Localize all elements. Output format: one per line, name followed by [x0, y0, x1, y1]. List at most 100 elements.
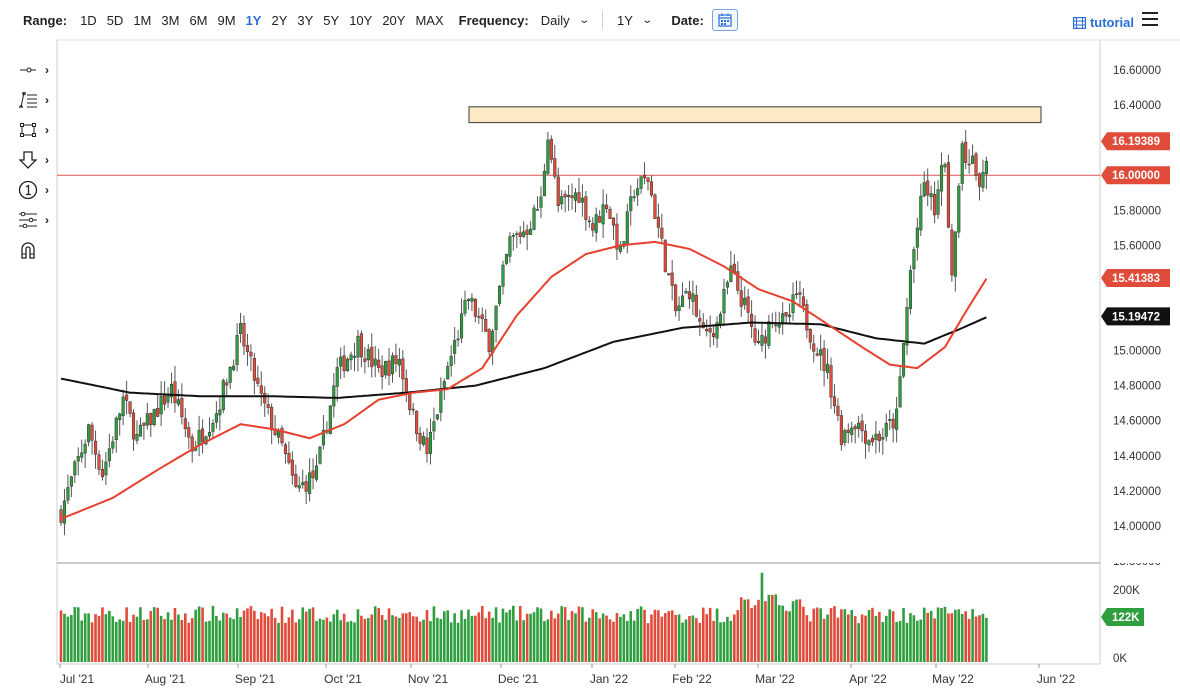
volume-bar [947, 613, 950, 662]
range-max[interactable]: MAX [411, 13, 447, 28]
candle-body [929, 193, 933, 198]
range-1m[interactable]: 1M [129, 13, 155, 28]
ma-fast-line [60, 240, 988, 520]
tutorial-link[interactable]: tutorial [1072, 15, 1134, 30]
candle-body [235, 335, 239, 365]
magnet-icon [21, 242, 35, 259]
volume-bar [356, 609, 360, 662]
candle-body [411, 408, 415, 411]
volume-bar [943, 606, 947, 662]
tool-indicators[interactable]: › [0, 205, 55, 235]
volume-bar [460, 610, 463, 662]
candle-body [670, 272, 674, 286]
volume-bar [698, 622, 702, 662]
volume-bar [208, 620, 211, 662]
candle-body [211, 422, 215, 432]
volume-bar [867, 609, 871, 662]
volume-bar [498, 622, 501, 662]
range-9m[interactable]: 9M [214, 13, 240, 28]
volume-bar [902, 608, 905, 662]
candle-body [546, 139, 550, 174]
candle-body [788, 314, 792, 318]
tool-crosshair[interactable]: › [0, 55, 55, 85]
tool-arrow[interactable]: › [0, 145, 55, 175]
candle-body [349, 354, 353, 361]
candle-body [777, 324, 781, 328]
range-1d[interactable]: 1D [76, 13, 101, 28]
range-5y[interactable]: 5Y [319, 13, 343, 28]
y-tick-label: 14.00000 [1113, 521, 1161, 533]
volume-bar [370, 614, 374, 662]
x-tick-label: Jul '21 [60, 672, 95, 686]
range-2y[interactable]: 2Y [267, 13, 291, 28]
candle-body [156, 407, 160, 417]
range-1y[interactable]: 1Y [242, 13, 266, 28]
volume-bar [76, 607, 80, 662]
volume-bar [242, 610, 246, 662]
range-10y[interactable]: 10Y [345, 13, 376, 28]
volume-bar [843, 609, 847, 662]
candle-body [556, 176, 560, 207]
candle-body [639, 176, 643, 189]
candle-body [743, 297, 747, 305]
volume-bar [681, 622, 684, 662]
volume-bar [836, 617, 840, 662]
volume-bar [456, 622, 460, 662]
volume-bar [632, 620, 636, 662]
volume-bar [619, 616, 622, 662]
volume-bar [705, 614, 709, 662]
volume-bar [121, 620, 125, 662]
volume-bar [577, 606, 581, 662]
calendar-button[interactable] [711, 9, 738, 31]
tool-magnet[interactable] [0, 235, 55, 265]
volume-bar [80, 620, 84, 662]
volume-bar [936, 607, 940, 662]
candle-body [232, 365, 236, 371]
candle-body [563, 193, 567, 198]
candle-body [138, 424, 142, 437]
range-6m[interactable]: 6M [185, 13, 211, 28]
candle-body [149, 413, 153, 425]
candle-body [801, 296, 805, 306]
volume-bar [871, 607, 874, 662]
volume-bar [605, 615, 608, 662]
range-3y[interactable]: 3Y [293, 13, 317, 28]
menu-button[interactable] [1142, 12, 1158, 26]
volume-bar [525, 613, 529, 662]
volume-bar [228, 617, 232, 662]
candle-body [87, 424, 91, 443]
volume-bar [940, 608, 943, 662]
candle-body [314, 465, 319, 480]
tool-annotation[interactable]: › [0, 175, 55, 205]
tool-trend-lines[interactable]: › [0, 85, 55, 115]
range-20y[interactable]: 20Y [378, 13, 409, 28]
tool-rectangle[interactable]: › [0, 115, 55, 145]
range-5d[interactable]: 5D [103, 13, 128, 28]
volume-bar [494, 607, 498, 662]
candle-body [905, 307, 909, 346]
volume-bar [59, 610, 63, 662]
candle-body [653, 194, 657, 219]
volume-bar [567, 620, 570, 662]
frequency-dropdown[interactable]: Daily ⌄ [537, 13, 592, 28]
period-dropdown[interactable]: 1Y ⌄ [613, 13, 655, 28]
trend-lines-icon [19, 92, 37, 108]
volume-bar [781, 605, 784, 662]
volume-bar [974, 616, 978, 662]
candle-body [594, 214, 598, 233]
volume-bar [608, 619, 612, 662]
volume-bar [774, 594, 778, 662]
candle-body [584, 196, 588, 220]
volume-bar [639, 606, 643, 662]
x-tick-label: Nov '21 [408, 672, 449, 686]
candle-body [90, 424, 94, 441]
price-label-tag [1101, 132, 1170, 151]
range-3m[interactable]: 3M [157, 13, 183, 28]
volume-bar [719, 622, 722, 662]
candle-body [884, 422, 888, 437]
candle-body [187, 427, 191, 438]
volume-bar [601, 613, 605, 662]
volume-bar [152, 607, 156, 662]
candle-body [308, 472, 312, 494]
